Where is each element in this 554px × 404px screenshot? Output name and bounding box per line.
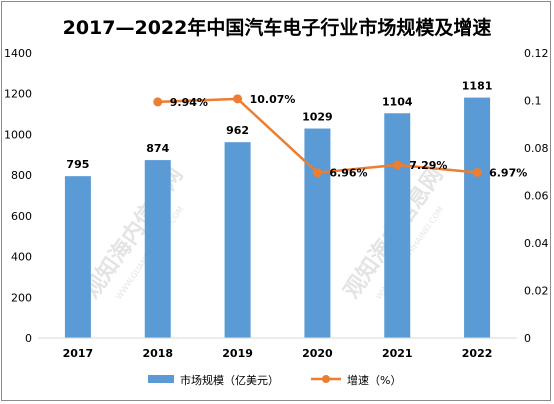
growth-value-label: 10.07% [250,93,296,106]
bar-value-label: 795 [66,158,89,171]
left-axis-tick-label: 1400 [4,47,32,60]
growth-value-label: 6.96% [329,167,367,180]
growth-point [233,94,243,104]
bar-value-label: 1181 [462,80,493,93]
x-axis-tick-label: 2019 [222,347,253,360]
bar-value-labels: 795 874 962 1029 1104 1181 [66,80,492,172]
left-axis-tick-label: 600 [11,210,32,223]
legend: 市场规模（亿美元） 增速（%） [148,373,401,387]
left-axis-tick-label: 800 [11,169,32,182]
growth-line-series [153,94,482,178]
left-axis: 0 200 400 600 800 1000 1200 1400 [4,47,32,345]
left-axis-tick-label: 200 [11,291,32,304]
growth-point [312,168,322,178]
bar [464,97,491,338]
right-axis-tick-label: 0.02 [524,285,549,298]
chart-title: 2017—2022年中国汽车电子行业市场规模及增速 [63,16,492,39]
legend-bar-swatch [148,375,174,383]
x-axis-tick-label: 2022 [462,347,493,360]
bar [384,113,411,338]
bar [224,142,251,338]
growth-value-label: 9.94% [170,96,208,109]
x-axis-tick-label: 2018 [142,347,173,360]
bar [144,160,171,338]
left-axis-tick-label: 0 [25,332,32,345]
growth-point [392,160,402,170]
growth-point [472,167,482,177]
bar-value-label: 962 [226,124,249,137]
bar-series [64,97,491,338]
right-axis: 0 0.02 0.04 0.06 0.08 0.1 0.12 [524,47,549,345]
legend-bar-label: 市场规模（亿美元） [180,373,279,387]
growth-value-label: 6.97% [489,166,527,179]
right-axis-tick-label: 0.04 [524,237,549,250]
x-axis-tick-label: 2020 [302,347,333,360]
left-axis-tick-label: 1200 [4,88,32,101]
right-axis-tick-label: 0.12 [524,47,549,60]
bar [64,176,91,338]
bar-value-label: 1104 [382,95,413,108]
right-axis-tick-label: 0.08 [524,142,549,155]
growth-value-label: 7.29% [409,159,447,172]
legend-line-marker [322,375,330,383]
bar [304,128,331,338]
left-axis-tick-label: 400 [11,251,32,264]
right-axis-tick-label: 0.06 [524,190,549,203]
left-axis-tick-label: 1000 [4,128,32,141]
right-axis-tick-label: 0.1 [524,95,542,108]
bar-value-label: 874 [146,142,169,155]
bar-value-label: 1029 [302,111,333,124]
legend-line-label: 增速（%） [347,373,401,387]
x-axis-ticks: 2017 2018 2019 2020 2021 2022 [63,347,493,360]
right-axis-tick-label: 0 [524,332,531,345]
x-axis-tick-label: 2021 [382,347,413,360]
growth-value-labels: 9.94% 10.07% 6.96% 7.29% 6.97% [170,93,528,180]
x-axis-tick-label: 2017 [63,347,94,360]
growth-point [153,97,163,107]
